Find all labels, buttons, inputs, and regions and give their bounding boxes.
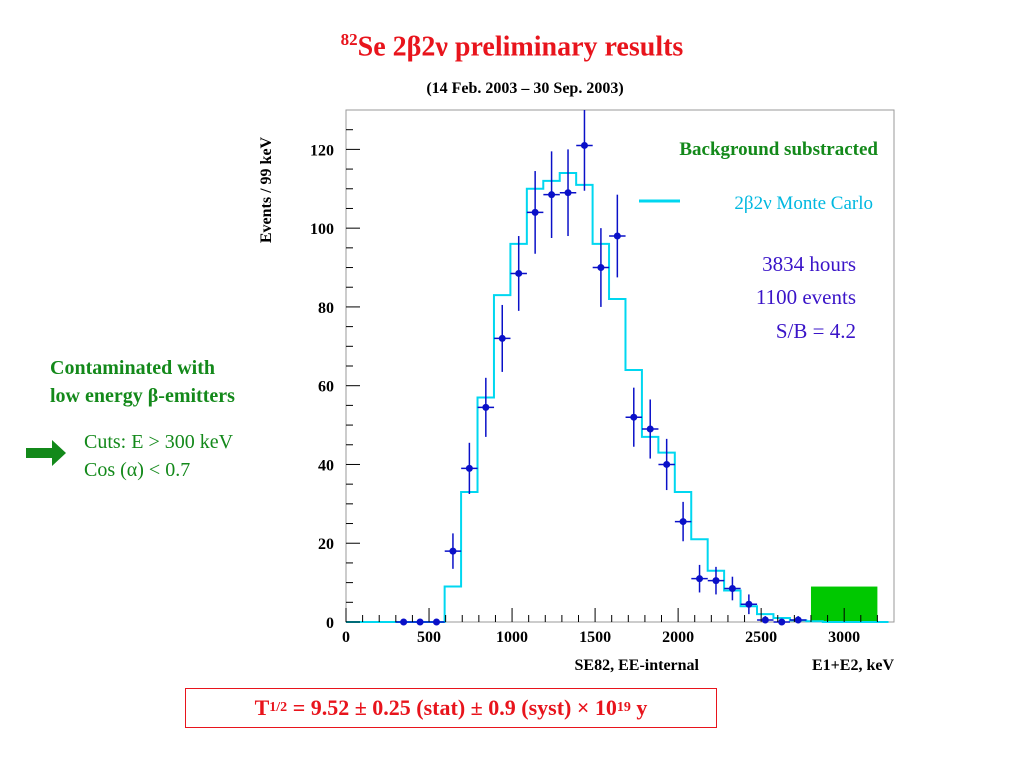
- y-tick-label: 40: [318, 457, 334, 474]
- hours-annotation: 3834 hours: [762, 252, 856, 276]
- data-point-marker: [416, 618, 424, 626]
- data-point: [461, 442, 478, 494]
- data-point: [642, 399, 659, 459]
- data-point: [526, 171, 544, 254]
- y-tick-label: 120: [310, 142, 334, 159]
- data-point: [543, 151, 560, 238]
- data-point-marker: [449, 547, 457, 555]
- background-subtracted-label: Background substracted: [679, 139, 878, 160]
- events-annotation: 1100 events: [756, 285, 856, 309]
- data-point: [510, 236, 527, 311]
- data-point: [757, 616, 774, 624]
- contamination-line-1: Contaminated with: [50, 357, 216, 379]
- x-tick-label: 2000: [662, 629, 694, 646]
- data-point: [494, 304, 511, 372]
- data-point-marker: [531, 208, 539, 216]
- data-point: [674, 501, 692, 542]
- cuts-note: Cuts: E > 300 keV Cos (α) < 0.7: [84, 428, 233, 484]
- x-tick-label: 500: [417, 629, 441, 646]
- data-point-marker: [613, 232, 621, 240]
- result-body: = 9.52 ± 0.25 (stat) ± 0.9 (syst) × 10: [287, 695, 617, 720]
- data-point: [592, 228, 610, 307]
- data-point: [559, 149, 577, 237]
- signal-background-annotation: S/B = 4.2: [776, 319, 856, 343]
- data-point-marker: [745, 600, 753, 608]
- data-point-marker: [580, 141, 588, 149]
- y-tick-label: 80: [318, 300, 334, 317]
- y-axis-label: Events / 99 keV: [258, 136, 275, 243]
- mc-histogram-line: [346, 172, 889, 623]
- data-point-marker: [712, 577, 720, 585]
- contamination-note: Contaminated with low energy β-emitters: [50, 354, 235, 410]
- data-point-marker: [761, 616, 769, 624]
- data-point-marker: [498, 334, 506, 342]
- title-text: Se 2β2ν preliminary results: [357, 31, 684, 63]
- plot-frame: [345, 109, 895, 623]
- y-tick-label: 20: [318, 536, 334, 553]
- data-point-marker: [400, 618, 408, 626]
- data-point: [691, 564, 708, 593]
- data-point-marker: [465, 464, 473, 472]
- result-prefix: T: [254, 695, 270, 720]
- highlight-region: [810, 586, 878, 622]
- x-tick-label: 0: [342, 629, 350, 646]
- data-point: [576, 110, 593, 191]
- legend-mc-label: 2β2ν Monte Carlo: [734, 193, 873, 214]
- data-point-marker: [663, 460, 671, 468]
- data-point-marker: [630, 413, 638, 421]
- data-point-marker: [433, 618, 441, 626]
- data-point: [609, 194, 626, 278]
- page-title: 82Se 2β2ν preliminary results: [0, 30, 1024, 63]
- y-tick-label: 100: [310, 221, 334, 238]
- data-point: [625, 387, 643, 447]
- y-tick-label: 0: [326, 615, 334, 632]
- cut-angle: Cos (α) < 0.7: [84, 459, 191, 481]
- data-point-marker: [794, 616, 802, 624]
- data-point: [428, 618, 445, 626]
- cut-energy: Cuts: E > 300 keV: [84, 431, 234, 453]
- x-axis-label: SE82, EE-internal: [575, 657, 700, 674]
- data-point-marker: [679, 518, 687, 526]
- right-arrow-icon: [26, 440, 66, 466]
- data-point-marker: [515, 269, 523, 277]
- x-axis-unit-label: E1+E2, keV: [812, 657, 894, 674]
- result-suffix: y: [630, 695, 648, 720]
- data-point-marker: [548, 191, 556, 199]
- data-point: [658, 438, 675, 491]
- data-point-marker: [728, 585, 736, 593]
- data-point-marker: [597, 264, 605, 272]
- data-point: [444, 533, 462, 569]
- x-tick-label: 1000: [496, 629, 528, 646]
- data-point: [395, 618, 412, 626]
- x-tick-label: 1500: [579, 629, 611, 646]
- data-point: [773, 618, 790, 626]
- data-point-marker: [778, 618, 786, 626]
- page-subtitle: (14 Feb. 2003 – 30 Sep. 2003): [426, 80, 624, 97]
- data-point: [707, 566, 725, 595]
- contamination-line-2: low energy β-emitters: [50, 385, 235, 407]
- data-point: [477, 377, 495, 437]
- data-point: [724, 576, 741, 601]
- half-life-result: T 1/2 = 9.52 ± 0.25 (stat) ± 0.9 (syst) ×…: [185, 688, 717, 728]
- data-point: [789, 616, 807, 624]
- result-subscript: 1/2: [269, 700, 288, 715]
- data-point: [411, 618, 429, 626]
- y-tick-label: 60: [318, 379, 334, 396]
- data-point-marker: [696, 575, 704, 583]
- data-point-marker: [482, 403, 490, 411]
- x-tick-label: 2500: [745, 629, 777, 646]
- data-point-marker: [564, 189, 572, 197]
- result-exponent: 19: [616, 700, 631, 715]
- x-tick-label: 3000: [828, 629, 860, 646]
- data-point-marker: [646, 425, 654, 433]
- data-point: [740, 594, 758, 615]
- title-isotope-mass: 82: [340, 30, 358, 49]
